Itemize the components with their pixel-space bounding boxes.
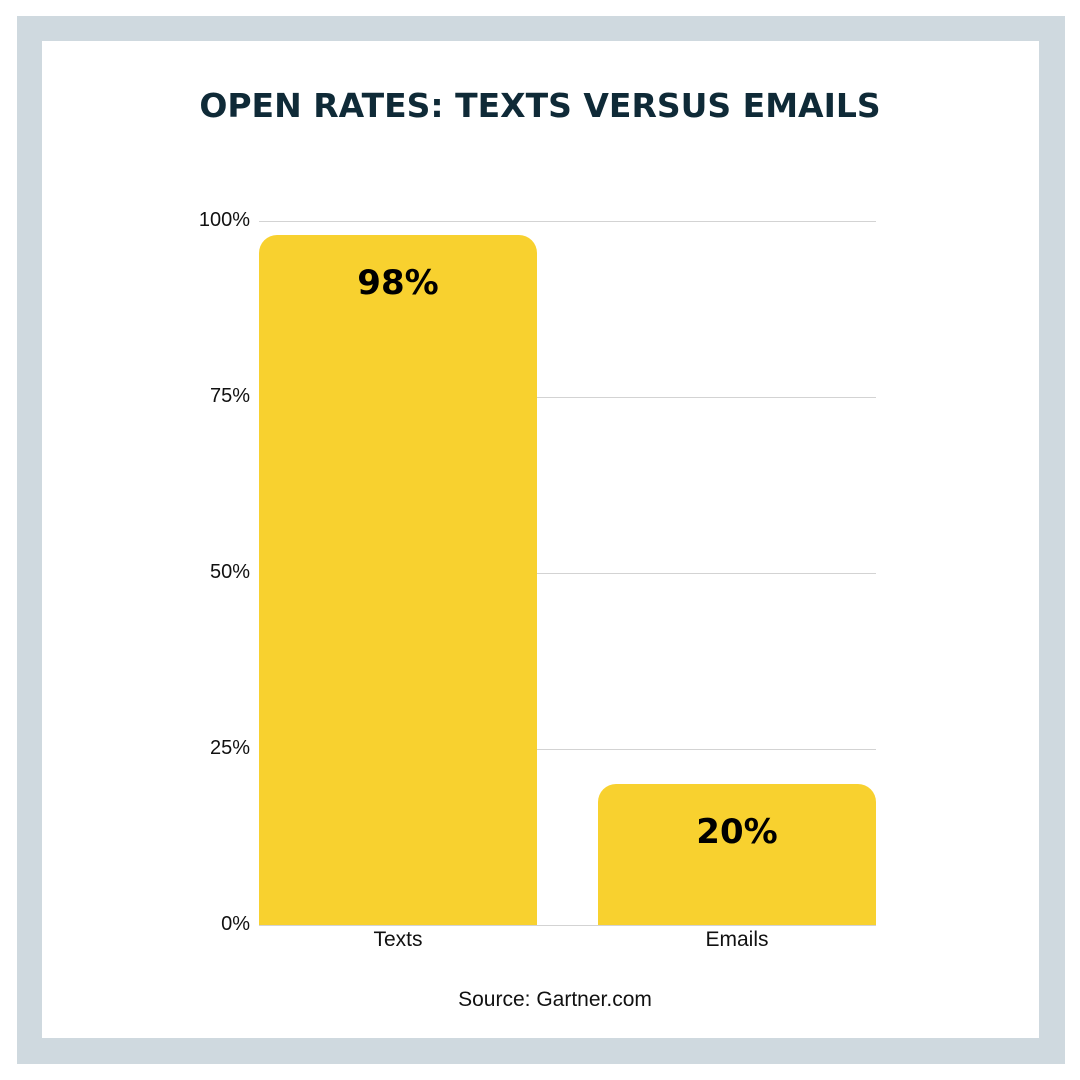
x-label-texts: Texts — [373, 928, 423, 951]
y-tick-0: 0% — [221, 913, 250, 935]
y-tick-25: 25% — [209, 737, 250, 759]
gridline-50 — [259, 573, 876, 574]
gridline-0 — [259, 925, 876, 926]
gridline-100 — [259, 221, 876, 222]
bar-emails: 20% — [598, 784, 876, 925]
gridline-75 — [259, 397, 876, 398]
gridline-25 — [259, 749, 876, 750]
source-note: Source: Gartner.com — [458, 988, 652, 1011]
chart-title: OPEN RATES: TEXTS VERSUS EMAILS — [199, 86, 881, 125]
y-tick-100: 100% — [198, 209, 250, 231]
y-tick-75: 75% — [209, 385, 250, 407]
y-tick-50: 50% — [209, 561, 250, 583]
x-label-emails: Emails — [705, 928, 769, 951]
bar-texts: 98% — [259, 235, 537, 925]
plot-area: 98% 20% — [259, 221, 876, 926]
bar-label-texts: 98% — [357, 263, 439, 304]
bar-label-emails: 20% — [696, 812, 778, 853]
